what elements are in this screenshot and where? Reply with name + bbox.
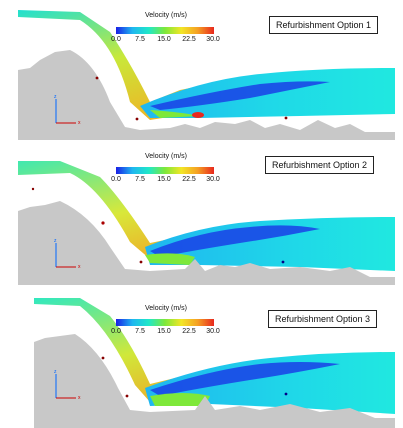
probe-point — [125, 394, 129, 398]
velocity-colorbar — [116, 167, 214, 174]
scale-tick: 7.5 — [135, 176, 145, 183]
probe-point — [135, 117, 139, 121]
velocity-scale-title: Velocity (m/s) — [144, 153, 187, 160]
flow-field-2 — [18, 161, 395, 285]
probe-point — [31, 187, 35, 191]
scale-tick: 15.0 — [157, 328, 171, 335]
terrain — [18, 201, 395, 285]
option-label-2: Refurbishment Option 2 — [265, 156, 375, 174]
velocity-scale-title: Velocity (m/s) — [144, 305, 187, 312]
axis-triad — [55, 99, 76, 124]
scale-tick: 0.0 — [111, 328, 121, 335]
hydraulic-jump — [150, 393, 210, 406]
velocity-colorbar — [116, 27, 214, 34]
velocity-colorbar — [116, 319, 214, 326]
scale-tick: 22.5 — [182, 176, 196, 183]
axis-x-label: x — [78, 264, 81, 270]
probe-point — [101, 221, 105, 225]
scale-tick: 22.5 — [182, 36, 196, 43]
probe-point — [101, 356, 105, 360]
axis-z-label: z — [54, 94, 57, 100]
terrain — [18, 50, 395, 140]
terrain — [34, 334, 395, 428]
velocity-scale-title: Velocity (m/s) — [144, 12, 187, 19]
tailwater-jet — [150, 362, 340, 396]
scale-tick: 7.5 — [135, 36, 145, 43]
probe-point — [95, 76, 99, 80]
simulation-panel-1: z x Velocity (m/s) 0.0 7.5 15.0 22.5 30.… — [0, 2, 403, 140]
scale-tick: 15.0 — [157, 176, 171, 183]
probe-point — [281, 260, 285, 264]
simulation-panel-2: z x Velocity (m/s) 0.0 7.5 15.0 22.5 30.… — [0, 147, 403, 285]
option-label-1: Refurbishment Option 1 — [269, 16, 379, 34]
hydraulic-jump — [150, 110, 200, 118]
axis-x-label: x — [78, 395, 81, 401]
hydraulic-jump — [145, 253, 195, 265]
axis-z-label: z — [54, 238, 57, 244]
axis-z-label: z — [54, 369, 57, 375]
axis-triad — [55, 374, 76, 399]
scale-tick: 30.0 — [206, 328, 220, 335]
axis-triad — [55, 243, 76, 268]
probe-point — [284, 392, 288, 396]
scale-tick: 15.0 — [157, 36, 171, 43]
scale-tick: 22.5 — [182, 328, 196, 335]
axis-x-label: x — [78, 120, 81, 126]
scale-tick: 30.0 — [206, 36, 220, 43]
scale-tick: 0.0 — [111, 176, 121, 183]
high-velocity-zone — [192, 112, 204, 118]
tailwater-jet — [150, 81, 330, 110]
tailwater-flow — [145, 217, 395, 271]
scale-tick: 0.0 — [111, 36, 121, 43]
probe-point — [284, 116, 288, 120]
scale-tick: 30.0 — [206, 176, 220, 183]
flow-field-3 — [34, 298, 395, 428]
tailwater-jet — [150, 225, 320, 257]
probe-point — [139, 260, 143, 264]
option-label-3: Refurbishment Option 3 — [268, 310, 378, 328]
scale-tick: 7.5 — [135, 328, 145, 335]
flow-field-1 — [18, 10, 395, 140]
simulation-panel-3: z x Velocity (m/s) 0.0 7.5 15.0 22.5 30.… — [0, 290, 403, 428]
